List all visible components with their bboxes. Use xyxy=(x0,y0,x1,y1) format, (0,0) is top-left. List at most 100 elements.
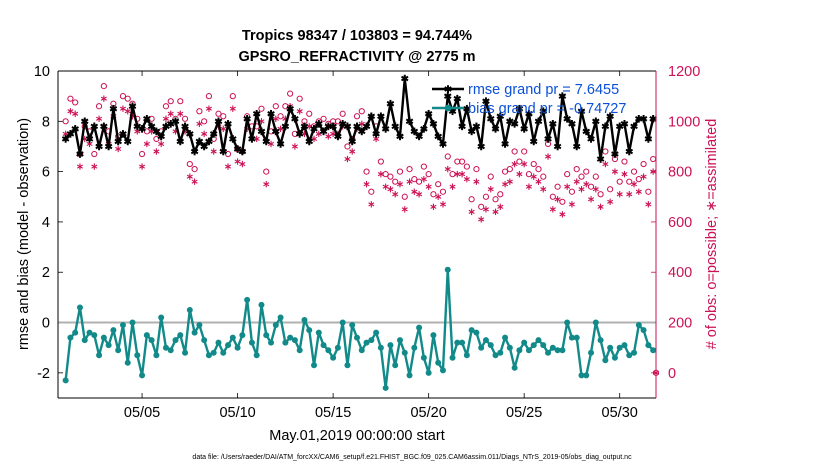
bias-point xyxy=(588,349,595,356)
bias-point xyxy=(411,344,418,351)
bias-point xyxy=(311,362,318,369)
obs-assimilated-point xyxy=(482,206,490,213)
obs-possible-point xyxy=(287,90,294,97)
y-tick-label-right: 1200 xyxy=(668,64,700,80)
rmse-point-core xyxy=(622,121,627,127)
bias-point xyxy=(573,334,580,341)
obs-assimilated-point xyxy=(621,170,628,178)
obs-possible-point xyxy=(640,160,647,168)
bias-point xyxy=(296,347,303,354)
rmse-point-core xyxy=(579,109,584,114)
obs-possible-point xyxy=(425,171,432,178)
obs-assimilated-point xyxy=(435,193,442,200)
bias-point xyxy=(549,344,556,351)
obs-possible-point xyxy=(62,118,69,125)
rmse-point-core xyxy=(68,131,73,137)
bias-point xyxy=(268,339,275,346)
rmse-point-core xyxy=(369,114,374,119)
obs-possible-point xyxy=(358,108,365,115)
bias-point xyxy=(382,384,389,391)
obs-assimilated-point xyxy=(459,170,466,178)
bias-point xyxy=(626,352,633,359)
obs-possible-point xyxy=(91,150,98,158)
rmse-point-core xyxy=(187,131,193,137)
obs-assimilated-point xyxy=(363,180,370,188)
rmse-point-core xyxy=(206,139,212,144)
rmse-point-core xyxy=(502,141,508,147)
obs-possible-point xyxy=(177,98,184,105)
bias-point xyxy=(62,377,69,384)
bias-point xyxy=(229,334,236,341)
obs-possible-point xyxy=(559,198,566,205)
obs-possible-point xyxy=(320,115,327,122)
rmse-point-core xyxy=(273,129,279,134)
obs-possible-point xyxy=(143,128,150,135)
obs-possible-point xyxy=(525,171,533,178)
bias-point xyxy=(191,329,198,336)
rmse-point-core xyxy=(278,141,283,147)
obs-assimilated-point xyxy=(444,165,451,173)
bias-point xyxy=(129,319,136,326)
obs-possible-point xyxy=(583,168,590,175)
legend-marker-1 xyxy=(444,104,452,112)
bias-point xyxy=(616,344,623,351)
rmse-point-core xyxy=(483,98,489,104)
bias-point xyxy=(602,357,609,364)
rmse-point-core xyxy=(287,106,293,111)
obs-possible-point xyxy=(530,160,537,168)
rmse-point-core xyxy=(650,116,656,121)
bias-point xyxy=(611,354,618,361)
bias-point xyxy=(139,372,146,379)
obs-assimilated-point xyxy=(296,108,303,115)
y-axis-label-left: rmse and bias (model - observation) xyxy=(16,118,32,350)
rmse-point-core xyxy=(421,126,427,132)
obs-assimilated-point xyxy=(497,203,504,211)
rmse-point-core xyxy=(259,129,264,134)
bias-point xyxy=(645,342,652,349)
rmse-point-core xyxy=(335,134,341,139)
rmse-point-core xyxy=(569,121,575,127)
obs-assimilated-point xyxy=(96,115,103,122)
obs-possible-point xyxy=(201,118,208,125)
x-tick-label: 05/10 xyxy=(219,405,255,421)
obs-possible-point xyxy=(535,166,542,173)
obs-assimilated-point xyxy=(411,188,418,195)
obs-possible-point xyxy=(72,99,79,106)
bias-point xyxy=(148,337,155,344)
obs-possible-point xyxy=(138,150,146,158)
bias-point xyxy=(253,352,260,359)
obs-possible-point xyxy=(220,113,227,120)
bias-point xyxy=(635,322,642,329)
bias-point xyxy=(172,337,179,344)
obs-possible-point xyxy=(478,203,485,210)
rmse-point-core xyxy=(393,124,398,129)
obs-possible-point xyxy=(597,191,604,198)
obs-possible-point xyxy=(573,166,580,173)
bias-point xyxy=(96,352,103,359)
bias-point xyxy=(482,337,489,344)
obs-possible-point xyxy=(368,188,375,195)
rmse-point-core xyxy=(72,126,78,132)
bias-point xyxy=(511,364,518,371)
bias-point xyxy=(76,304,83,311)
bias-point xyxy=(143,332,150,339)
bias-point xyxy=(554,347,561,354)
y-tick-label-left: 2 xyxy=(42,265,50,281)
obs-assimilated-point xyxy=(516,170,523,178)
obs-assimilated-point xyxy=(568,201,575,208)
rmse-point-core xyxy=(607,114,613,119)
bias-point xyxy=(396,337,403,344)
obs-assimilated-point xyxy=(592,186,599,193)
rmse-point-core xyxy=(478,144,484,149)
bias-point xyxy=(640,327,647,334)
obs-possible-point xyxy=(282,103,289,110)
obs-possible-point xyxy=(521,148,528,155)
rmse-point-core xyxy=(474,124,479,129)
rmse-point-core xyxy=(350,139,355,144)
obs-assimilated-point xyxy=(611,168,618,175)
bias-point xyxy=(153,352,160,359)
chart-title-line1: Tropics 98347 / 103803 = 94.744% xyxy=(242,28,472,44)
obs-possible-point xyxy=(377,158,384,165)
obs-assimilated-point xyxy=(535,178,542,185)
obs-assimilated-point xyxy=(224,163,232,170)
